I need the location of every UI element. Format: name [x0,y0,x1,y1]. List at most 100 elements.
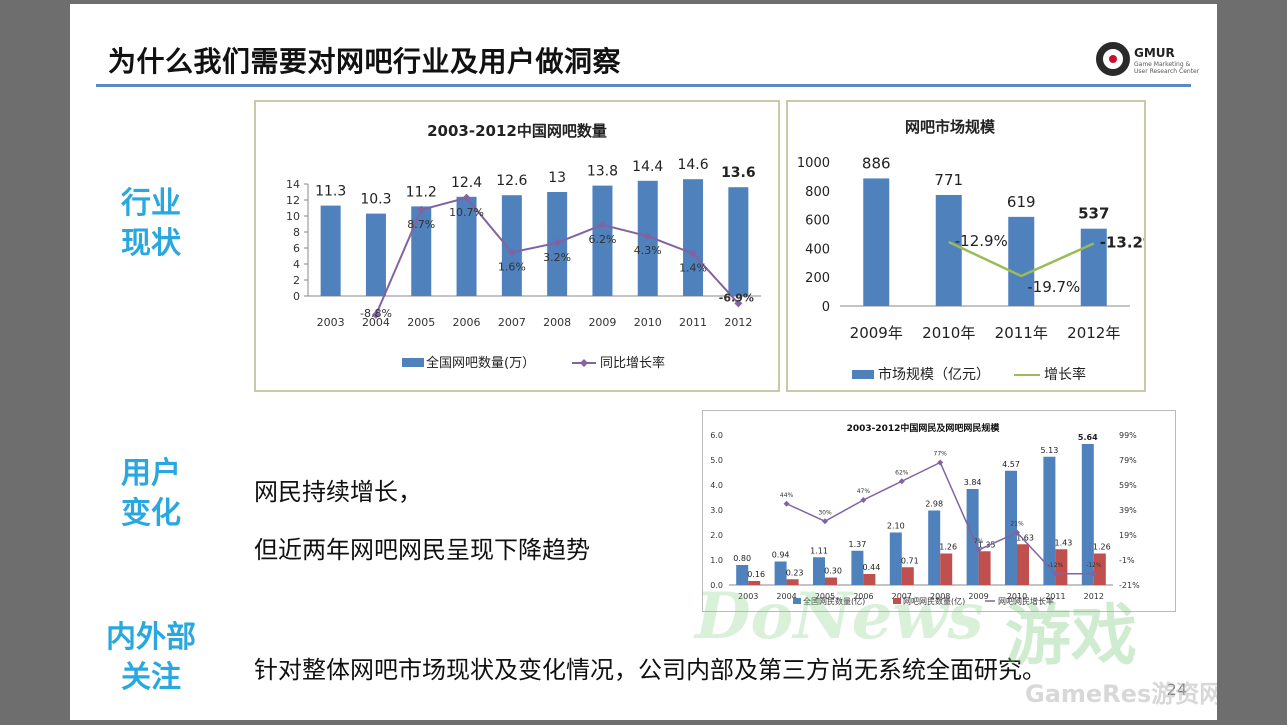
watermark-cn: 游戏 [1005,597,1137,674]
y-tick-label: 10 [286,210,300,223]
x-tick-label: 2007 [498,316,526,329]
bar-value-label: 11.2 [406,184,437,200]
bar-netizens-label: 5.64 [1078,433,1098,442]
growth-label: 44% [780,492,794,499]
bar-cafe-netizens [940,553,953,585]
bar-netizens [1005,470,1017,585]
bar-cafe-netizens-label: 1.43 [1054,538,1072,547]
y2-tick-label: 79% [1119,456,1137,465]
growth-label: -8.8% [360,307,392,320]
growth-label: 21% [1010,521,1024,528]
y-tick-label: 2.0 [710,531,723,540]
growth-label: -6.9% [719,291,754,304]
x-tick-label: 2010 [1007,592,1027,601]
bar-value-label: 13.8 [587,164,618,180]
bar-netizens [736,565,749,585]
y2-tick-label: 39% [1119,506,1137,515]
chart-title: 网吧市场规模 [905,118,996,136]
bar-value-label: 537 [1078,205,1109,223]
growth-point [689,249,698,258]
growth-point [1014,529,1020,536]
bar-netizens-label: 4.57 [1002,460,1020,469]
growth-point [898,478,905,485]
x-tick-label: 2012 [724,316,752,329]
bar-netizens-label: 0.94 [772,551,790,560]
bar-netizens-label: 2.98 [925,500,943,509]
legend-swatch-bar [402,358,424,367]
legend-swatch-bar [852,370,874,379]
section-users: 用户 变化 [96,454,206,534]
bar-netizens [851,550,864,585]
bar [365,213,386,296]
users-text-line1: 网民持续增长， [254,478,422,506]
growth-point [734,299,743,308]
growth-point [1090,570,1097,577]
chart-cafe-count: 2003-2012中国网吧数量 0 2 4 6 8 10 12 14 11.3 2003 10.3 20… [286,122,761,371]
bar-value-label: 10.3 [360,192,391,208]
legend-swatch-cafe [893,598,901,604]
bar-value-label: 619 [1007,193,1036,211]
y2-tick-label: 99% [1119,431,1137,440]
bar-value-label: 12.4 [451,175,482,191]
y-tick-label: 4 [293,258,300,271]
x-tick-label: 2010年 [922,324,975,342]
bar-netizens [1081,444,1094,585]
bar-cafe-netizens-label: 0.44 [862,563,880,572]
users-text-line2: 但近两年网吧网民呈现下降趋势 [254,536,590,564]
bar-value-label: 14.6 [677,157,708,173]
y-tick-label: 1.0 [710,556,723,565]
growth-label: 77% [934,451,948,458]
y-tick-label: 14 [286,178,300,191]
legend-label-line: 增长率 [1044,366,1086,383]
watermark-latin: DoNews [695,579,984,654]
bar [1080,228,1107,306]
growth-label: 47% [857,488,871,495]
growth-label: -12% [1048,562,1064,569]
growth-point [783,500,790,507]
gmur-logo-icon [1096,42,1130,76]
growth-point [553,238,562,247]
section-attention-line1: 内外部 [106,620,196,655]
bar-value-label: 14.4 [632,159,663,175]
y-tick-label: 6.0 [710,431,723,440]
legend-label-bar: 市场规模（亿元） [878,366,990,383]
x-tick-label: 2004 [362,316,390,329]
growth-label: 62% [895,469,909,476]
y-tick-label: 5.0 [710,456,723,465]
bar-value-label: 11.3 [315,184,346,200]
y-tick-label: 200 [805,271,830,286]
x-tick-label: 2012 [1084,592,1104,601]
bar [592,185,613,296]
x-tick-label: 2009 [968,592,988,601]
bar-netizens [1043,456,1056,585]
section-attention: 内外部 关注 [96,618,206,698]
growth-label: -19.7% [1027,278,1080,296]
bar-cafe-netizens [978,551,991,585]
y-tick-label: 6 [293,242,300,255]
y-tick-label: 0 [822,300,830,315]
section-industry-line1: 行业 [121,186,181,221]
bar [683,179,704,296]
bar-netizens-label: 2.10 [887,522,905,531]
legend-label-line: 网吧网民增长率 [998,596,1054,606]
y-tick-label: 12 [286,194,300,207]
growth-label: 3.2% [543,251,571,264]
bar-netizens-label: 0.80 [733,554,751,563]
attention-text: 针对整体网吧市场现状及变化情况，公司内部及第三方尚无系统全面研究。 [254,656,1046,684]
gmur-logo: GMUR Game Marketing & User Research Cent… [1096,40,1199,80]
bar-netizens [813,557,825,585]
bar-value-label: 771 [934,171,963,189]
logo-brand: GMUR [1134,46,1175,60]
x-tick-label: 2003 [317,316,345,329]
growth-label: 30% [818,509,832,516]
x-tick-label: 2008 [930,592,950,601]
bar-cafe-netizens-label: 0.30 [824,567,842,576]
y2-tick-label: -21% [1119,581,1140,590]
x-tick-label: 2006 [453,316,481,329]
chart-cafe-count-panel: 2003-2012中国网吧数量 0 2 4 6 8 10 12 14 11.3 2003 10.3 20… [254,100,780,392]
y-tick-label: 400 [805,242,830,257]
bar-netizens [774,561,787,585]
bar-netizens [889,532,902,585]
bar-cafe-netizens-label: 1.26 [1093,543,1111,552]
bar [728,187,749,296]
